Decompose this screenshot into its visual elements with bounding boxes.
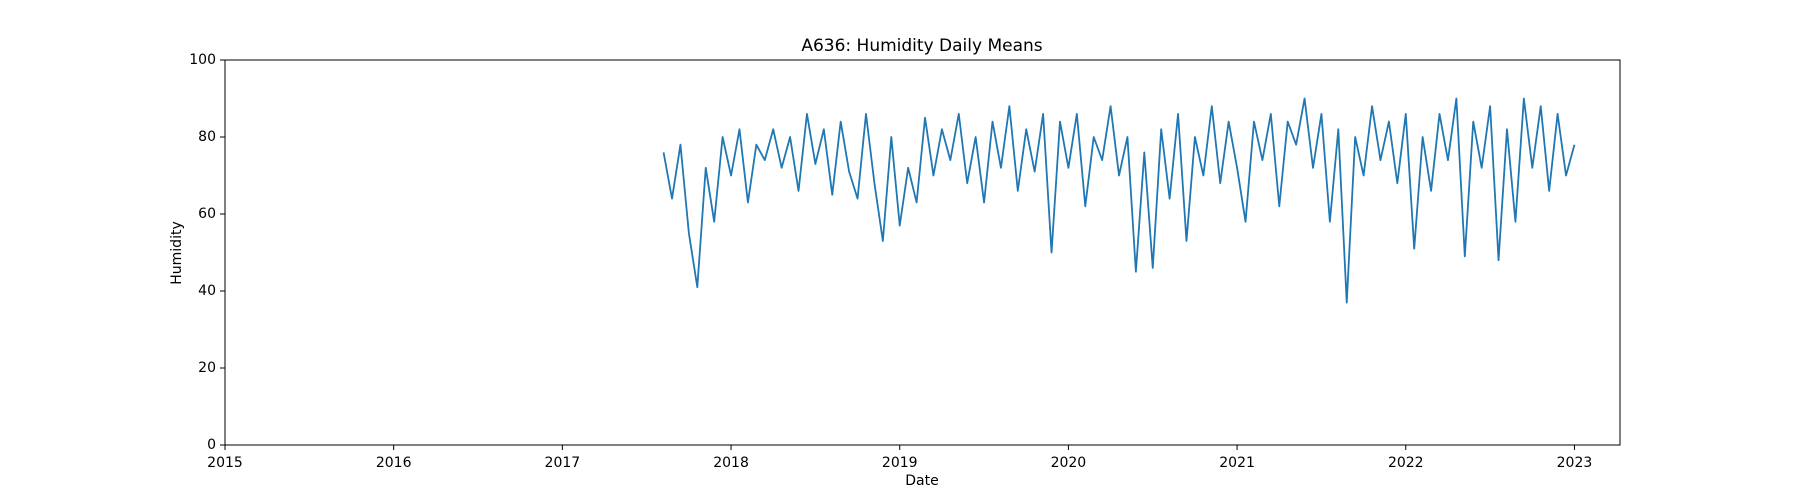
y-tick-label: 80 <box>198 129 216 145</box>
x-tick-label: 2022 <box>1388 455 1424 471</box>
x-tick-label: 2018 <box>713 455 749 471</box>
x-tick-label: 2016 <box>376 455 412 471</box>
data-line <box>662 97 1576 304</box>
x-tick-label: 2017 <box>545 455 581 471</box>
x-axis-label: Date <box>905 473 938 489</box>
x-tick-label: 2015 <box>207 455 243 471</box>
y-tick-label: 100 <box>189 52 216 68</box>
y-axis-label: Humidity <box>169 221 185 284</box>
y-tick-label: 20 <box>198 360 216 376</box>
plot-frame <box>224 59 1621 446</box>
x-tick-label: 2019 <box>882 455 918 471</box>
x-tick-label: 2023 <box>1557 455 1593 471</box>
chart-title: A636: Humidity Daily Means <box>801 36 1042 56</box>
x-tick-label: 2020 <box>1051 455 1087 471</box>
y-tick-label: 0 <box>207 437 216 453</box>
y-tick-label: 60 <box>198 206 216 222</box>
x-tick-label: 2021 <box>1219 455 1255 471</box>
y-tick-label: 40 <box>198 283 216 299</box>
